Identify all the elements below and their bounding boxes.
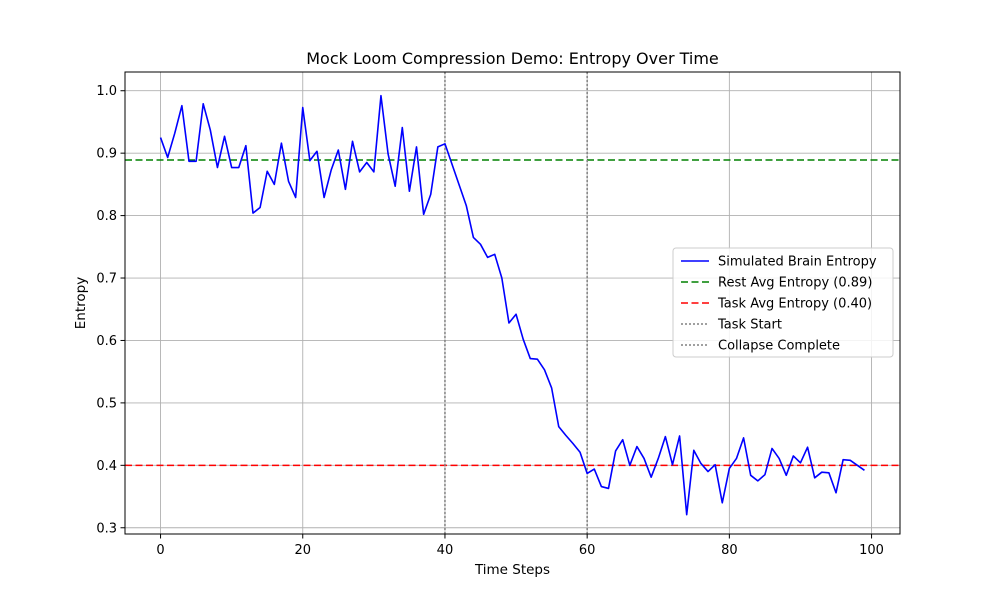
x-tick-label: 0	[156, 543, 164, 558]
y-tick-label: 0.6	[96, 334, 117, 349]
legend-entry-label: Simulated Brain Entropy	[718, 255, 877, 270]
y-axis-ticks: 0.3 0.4 0.5 0.6 0.7 0.8 0.9 1.0	[96, 84, 125, 536]
reference-lines	[125, 72, 900, 534]
y-tick-label: 0.7	[96, 272, 117, 287]
x-tick-label: 20	[294, 543, 311, 558]
x-tick-label: 40	[437, 543, 454, 558]
y-tick-label: 1.0	[96, 84, 117, 99]
x-axis-ticks: 0 20 40 60 80 100	[156, 534, 884, 558]
series-lines	[159, 94, 865, 516]
legend: Simulated Brain Entropy Rest Avg Entropy …	[672, 247, 894, 358]
legend-entry-label: Task Avg Entropy (0.40)	[717, 297, 872, 312]
chart-title: Mock Loom Compression Demo: Entropy Over…	[306, 49, 719, 68]
x-axis-label: Time Steps	[474, 562, 550, 578]
legend-entry-label: Task Start	[717, 318, 782, 333]
plot-area-frame	[124, 71, 901, 535]
x-tick-label: 100	[859, 543, 884, 558]
y-tick-label: 0.5	[96, 396, 117, 411]
y-tick-label: 0.8	[96, 209, 117, 224]
x-tick-label: 80	[721, 543, 738, 558]
series-line-entropy	[159, 94, 865, 516]
legend-entry-label: Collapse Complete	[718, 339, 840, 354]
legend-box	[672, 247, 894, 358]
y-axis-label: Entropy	[73, 277, 89, 329]
x-tick-label: 60	[579, 543, 596, 558]
y-tick-label: 0.3	[96, 521, 117, 536]
y-tick-label: 0.9	[96, 147, 117, 162]
y-tick-label: 0.4	[96, 459, 117, 474]
legend-entry-label: Rest Avg Entropy (0.89)	[718, 276, 872, 291]
